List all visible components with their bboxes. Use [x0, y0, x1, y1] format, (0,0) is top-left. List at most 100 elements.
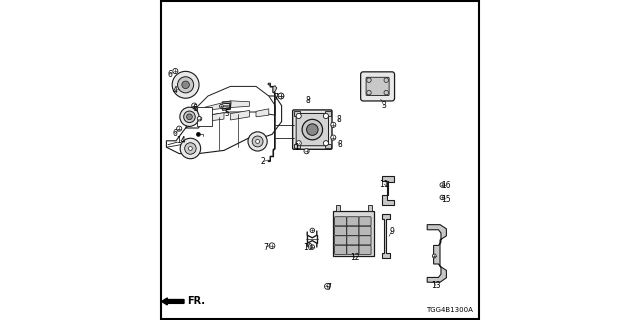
- FancyBboxPatch shape: [347, 236, 359, 245]
- Polygon shape: [204, 120, 207, 123]
- Bar: [294, 111, 300, 116]
- FancyBboxPatch shape: [296, 114, 328, 146]
- Text: 12: 12: [350, 253, 359, 262]
- Circle shape: [278, 93, 284, 99]
- Circle shape: [304, 149, 309, 154]
- Circle shape: [248, 132, 268, 151]
- Bar: [325, 111, 331, 116]
- Text: 7: 7: [326, 283, 331, 292]
- Text: 3: 3: [381, 101, 387, 110]
- Circle shape: [278, 93, 284, 99]
- Bar: [325, 144, 331, 148]
- Circle shape: [252, 136, 263, 147]
- Polygon shape: [428, 225, 447, 282]
- Circle shape: [367, 91, 371, 95]
- Circle shape: [331, 135, 336, 140]
- Circle shape: [187, 114, 192, 120]
- Text: 7: 7: [273, 93, 278, 102]
- Circle shape: [173, 68, 178, 74]
- Circle shape: [310, 245, 315, 249]
- Polygon shape: [222, 102, 231, 110]
- Circle shape: [324, 284, 330, 289]
- Circle shape: [172, 71, 199, 98]
- Circle shape: [185, 143, 196, 154]
- Text: 6: 6: [193, 104, 198, 113]
- Text: 6: 6: [167, 70, 172, 79]
- Circle shape: [384, 91, 388, 95]
- Text: 10: 10: [303, 243, 313, 252]
- FancyBboxPatch shape: [335, 236, 347, 245]
- Polygon shape: [205, 101, 250, 110]
- FancyBboxPatch shape: [359, 226, 371, 236]
- Circle shape: [440, 183, 445, 187]
- FancyBboxPatch shape: [335, 226, 347, 236]
- Text: 2: 2: [260, 157, 266, 166]
- Polygon shape: [383, 214, 390, 258]
- Circle shape: [307, 124, 318, 135]
- Text: 13: 13: [431, 281, 441, 290]
- Circle shape: [296, 114, 301, 119]
- Circle shape: [367, 78, 371, 83]
- Text: 11: 11: [380, 180, 388, 188]
- Polygon shape: [383, 176, 394, 205]
- FancyBboxPatch shape: [366, 77, 389, 96]
- Text: 1: 1: [294, 143, 300, 152]
- Bar: [367, 205, 371, 211]
- Text: 4: 4: [173, 86, 177, 95]
- FancyBboxPatch shape: [347, 245, 359, 254]
- Circle shape: [182, 81, 189, 89]
- Circle shape: [323, 114, 328, 119]
- FancyBboxPatch shape: [359, 245, 371, 254]
- Text: 15: 15: [441, 195, 451, 204]
- FancyBboxPatch shape: [292, 110, 332, 149]
- Circle shape: [180, 107, 199, 126]
- Text: 5: 5: [225, 109, 230, 118]
- Text: 9: 9: [389, 227, 394, 236]
- Bar: [336, 205, 339, 211]
- Circle shape: [180, 138, 201, 159]
- Text: 8: 8: [305, 96, 310, 105]
- Text: 7: 7: [264, 243, 269, 252]
- Circle shape: [384, 78, 388, 83]
- Circle shape: [440, 195, 445, 200]
- FancyBboxPatch shape: [359, 217, 371, 226]
- Circle shape: [177, 126, 182, 131]
- FancyBboxPatch shape: [361, 72, 394, 101]
- Circle shape: [323, 141, 328, 146]
- Circle shape: [197, 116, 202, 121]
- Circle shape: [189, 147, 192, 150]
- FancyArrow shape: [161, 298, 184, 305]
- Text: 16: 16: [441, 181, 451, 190]
- Polygon shape: [268, 83, 275, 162]
- FancyBboxPatch shape: [335, 245, 347, 254]
- Polygon shape: [192, 110, 208, 118]
- Circle shape: [302, 119, 323, 140]
- Polygon shape: [186, 86, 275, 128]
- Bar: [294, 144, 300, 148]
- Text: 14: 14: [176, 136, 186, 145]
- Text: 6: 6: [173, 129, 178, 138]
- Polygon shape: [273, 86, 277, 93]
- FancyBboxPatch shape: [347, 226, 359, 236]
- Circle shape: [433, 254, 436, 258]
- Circle shape: [310, 228, 315, 233]
- Bar: [333, 211, 374, 256]
- Circle shape: [184, 111, 195, 123]
- Text: 8: 8: [337, 140, 342, 149]
- FancyBboxPatch shape: [347, 217, 359, 226]
- Circle shape: [331, 122, 336, 127]
- Circle shape: [177, 77, 194, 93]
- Text: TGG4B1300A: TGG4B1300A: [426, 307, 473, 313]
- Circle shape: [256, 140, 260, 143]
- Circle shape: [196, 132, 200, 136]
- Text: 8: 8: [337, 115, 342, 124]
- Polygon shape: [197, 107, 212, 126]
- Polygon shape: [256, 109, 269, 117]
- FancyBboxPatch shape: [335, 217, 347, 226]
- Polygon shape: [210, 113, 224, 121]
- Circle shape: [192, 103, 197, 108]
- Circle shape: [220, 104, 223, 108]
- Circle shape: [296, 141, 301, 146]
- Polygon shape: [230, 110, 250, 120]
- Text: FR.: FR.: [187, 296, 205, 307]
